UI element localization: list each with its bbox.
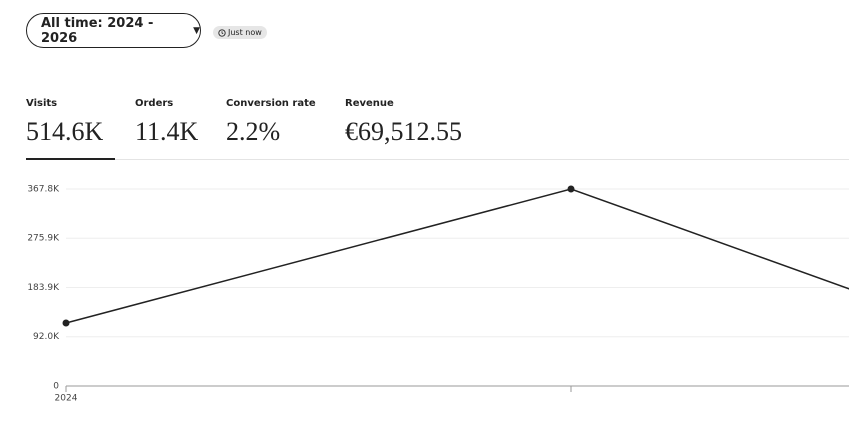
metric-label: Conversion rate <box>226 98 316 109</box>
data-point <box>567 185 575 193</box>
y-tick-label: 0 <box>53 382 59 392</box>
range-label: All time: 2024 - 2026 <box>41 15 154 46</box>
metric-label: Orders <box>135 98 174 109</box>
date-range-dropdown[interactable]: All time: 2024 - 2026 ▼ <box>26 13 201 48</box>
caret: ▼ <box>193 25 200 36</box>
y-tick-label: 92.0K <box>33 332 60 342</box>
x-tick-label: 2024 <box>55 394 78 404</box>
metric-value: 11.4K <box>135 117 199 146</box>
metric-value: 2.2% <box>226 117 281 146</box>
data-point <box>62 319 70 327</box>
y-tick-label: 367.8K <box>27 185 60 195</box>
metric-tab[interactable]: Visits 514.6K <box>26 98 103 147</box>
metric-tab[interactable]: Orders 11.4K <box>135 98 198 147</box>
metric-label: Visits <box>26 98 58 109</box>
y-tick-label: 183.9K <box>27 283 60 293</box>
line <box>65 188 849 324</box>
updated-badge: Just now <box>213 26 267 39</box>
metric-tab[interactable]: Conversion rate 2.2% <box>226 98 316 147</box>
active-tab-underline <box>26 158 115 160</box>
clock-icon <box>218 28 226 37</box>
badge-text: Just now <box>228 28 262 37</box>
y-tick-label: 275.9K <box>27 234 60 244</box>
metric-value: €69,512.55 <box>345 117 462 146</box>
metric-tab[interactable]: Revenue €69,512.55 <box>345 98 462 147</box>
metric-value: 514.6K <box>26 117 104 146</box>
divider <box>26 159 849 160</box>
metric-label: Revenue <box>345 98 394 109</box>
